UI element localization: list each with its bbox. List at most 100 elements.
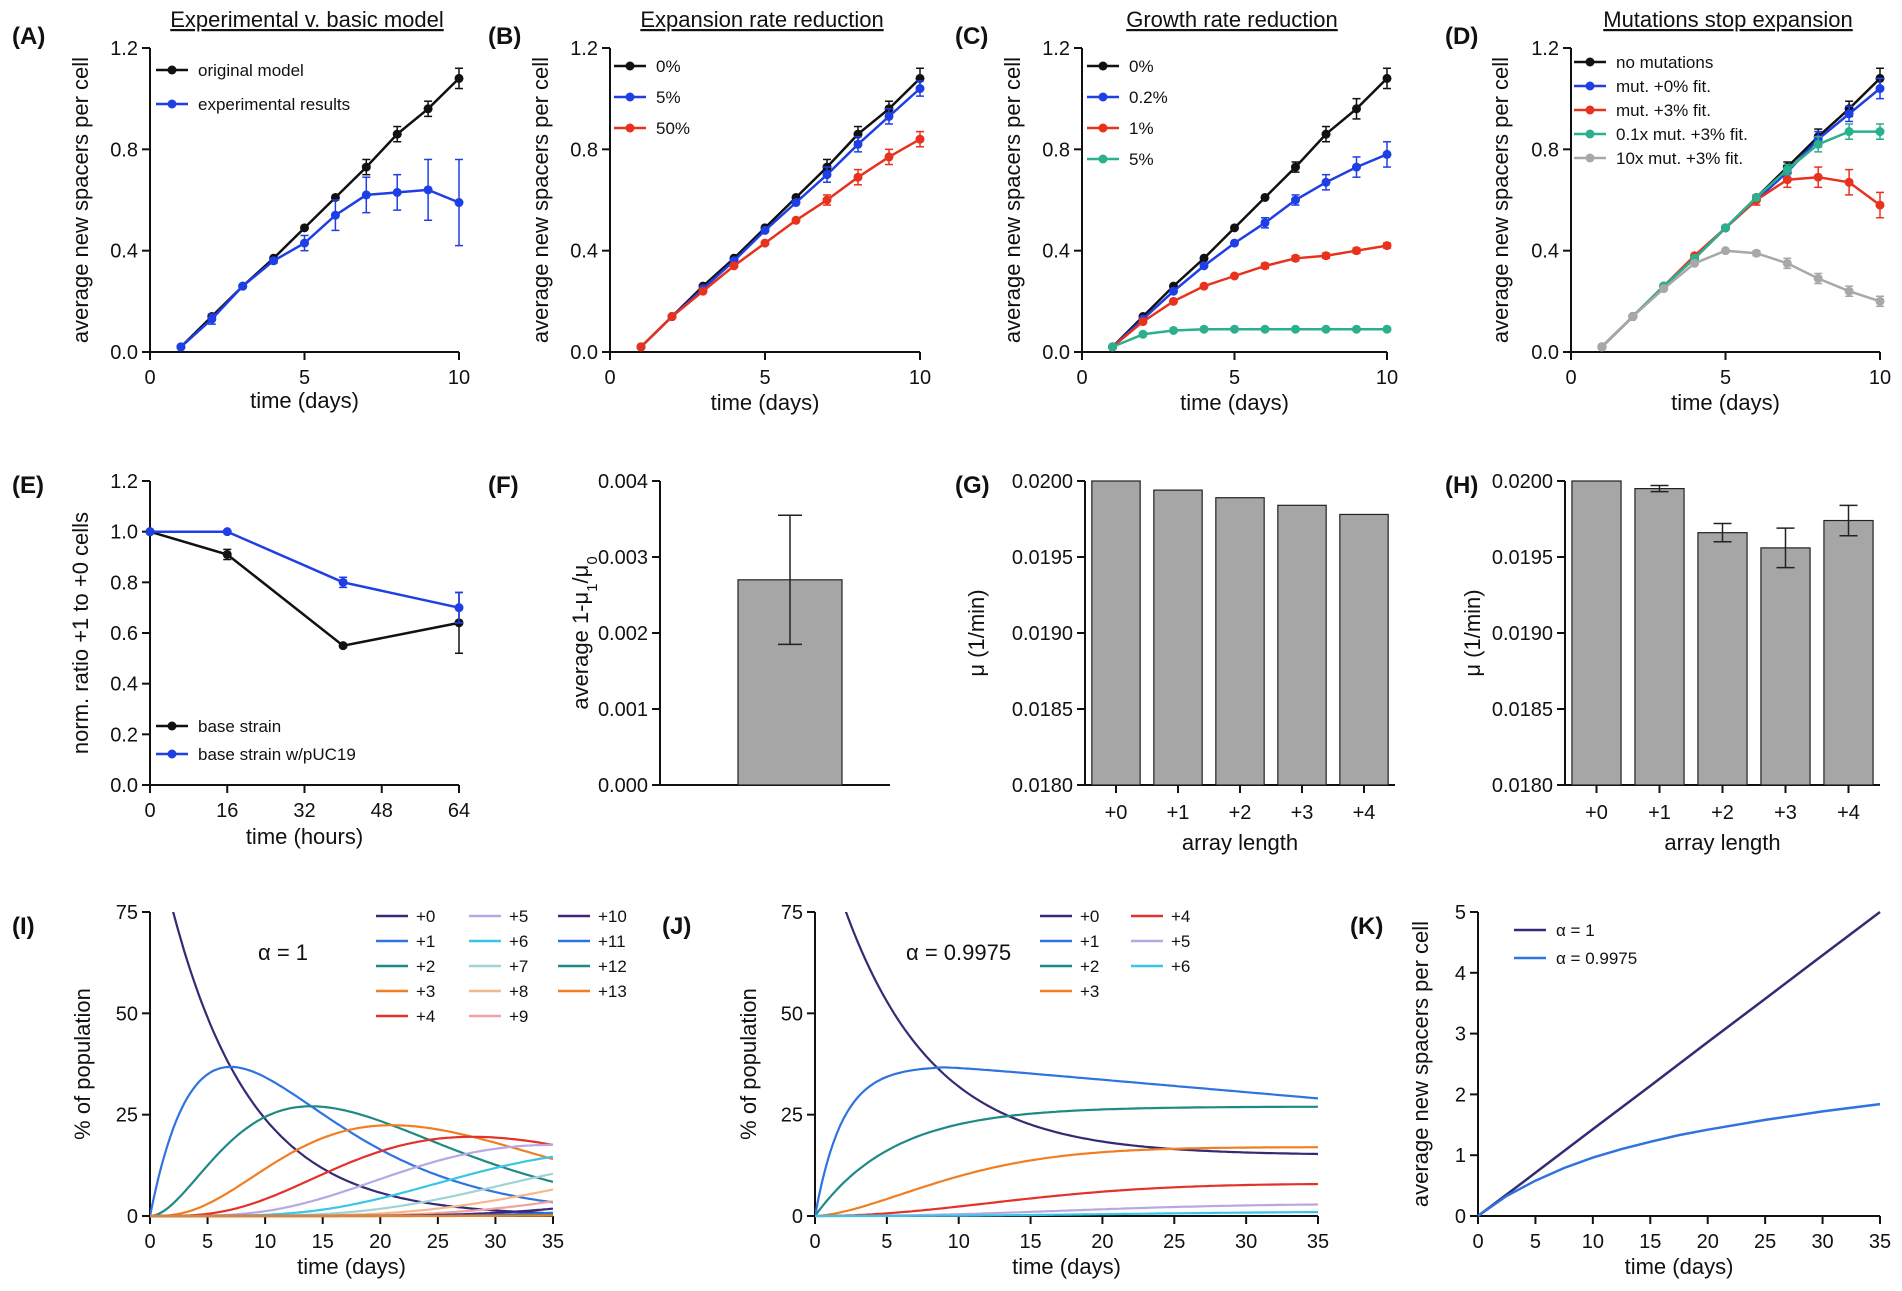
series-line bbox=[1111, 244, 1388, 348]
data-point bbox=[1260, 324, 1270, 334]
panel-label: (D) bbox=[1445, 23, 1478, 50]
y-tick-label: 0.8 bbox=[110, 572, 138, 594]
x-axis-label: time (days) bbox=[1012, 1254, 1121, 1279]
x-tick-label: 30 bbox=[1235, 1231, 1257, 1253]
y-tick-label: 0.4 bbox=[110, 241, 138, 263]
x-tick-label: 35 bbox=[1869, 1231, 1891, 1253]
x-tick-label: 0 bbox=[604, 367, 615, 389]
data-point bbox=[1260, 218, 1270, 228]
legend-marker bbox=[625, 123, 635, 133]
series-line bbox=[150, 1135, 553, 1218]
y-axis-label: μ (1/min) bbox=[1460, 589, 1485, 676]
panel-title: Mutations stop expansion bbox=[1603, 7, 1853, 32]
data-point bbox=[1260, 192, 1270, 202]
legend-entry: +10 bbox=[598, 907, 627, 926]
legend-marker bbox=[1585, 81, 1595, 91]
data-point bbox=[1230, 324, 1239, 334]
data-point bbox=[884, 111, 894, 121]
x-tick-label: +2 bbox=[1711, 802, 1734, 824]
y-tick-label: 0.4 bbox=[110, 674, 138, 696]
series-line bbox=[815, 1182, 1318, 1218]
x-tick-label: 30 bbox=[484, 1231, 506, 1253]
y-axis-label: % of population bbox=[70, 988, 95, 1140]
data-point bbox=[1230, 223, 1239, 233]
y-axis-label: average 1-μ1/μ0 bbox=[568, 556, 601, 709]
legend-entry: α = 0.9975 bbox=[1556, 949, 1637, 968]
y-tick-label: 1.2 bbox=[1042, 38, 1070, 60]
x-tick-label: 20 bbox=[369, 1231, 391, 1253]
y-axis-label: μ (1/min) bbox=[964, 589, 989, 676]
y-tick-label: 4 bbox=[1455, 963, 1466, 985]
legend-entry: 5% bbox=[1129, 150, 1154, 169]
y-axis-label-part: /μ bbox=[568, 565, 593, 584]
legend-entry: experimental results bbox=[198, 95, 350, 114]
data-point bbox=[330, 210, 340, 220]
x-tick-label: +0 bbox=[1105, 802, 1128, 824]
data-point bbox=[1199, 324, 1209, 334]
y-axis-label: average new spacers per cell bbox=[528, 57, 553, 343]
legend-entry: 0% bbox=[656, 57, 681, 76]
y-axis-label: average new spacers per cell bbox=[1408, 921, 1433, 1207]
data-point bbox=[1321, 177, 1331, 187]
legend-entry: 0.1x mut. +3% fit. bbox=[1616, 125, 1748, 144]
x-tick-label: +4 bbox=[1353, 802, 1376, 824]
x-tick-label: 5 bbox=[299, 367, 310, 389]
x-tick-label: 5 bbox=[1720, 367, 1731, 389]
x-tick-label: +3 bbox=[1774, 802, 1797, 824]
data-point bbox=[1321, 324, 1331, 334]
data-point bbox=[1291, 253, 1300, 263]
data-point bbox=[392, 129, 402, 139]
x-axis-label: array length bbox=[1664, 830, 1780, 855]
data-point bbox=[1199, 261, 1209, 271]
panel-H: 0.0180 0.0185 0.0190 0.0195 0.0200 (H) array l… bbox=[1445, 471, 1880, 855]
data-point bbox=[1782, 258, 1792, 268]
legend-entry: +5 bbox=[509, 907, 528, 926]
x-tick-label: 5 bbox=[1530, 1231, 1541, 1253]
x-tick-label: 48 bbox=[371, 800, 393, 822]
y-tick-label: 0.0 bbox=[1531, 342, 1559, 364]
data-point bbox=[1108, 342, 1117, 352]
data-point bbox=[822, 170, 832, 180]
data-point bbox=[145, 527, 155, 537]
data-point bbox=[1260, 261, 1270, 271]
legend-marker bbox=[1098, 123, 1108, 133]
bar bbox=[1277, 504, 1327, 786]
x-tick-label: 25 bbox=[1754, 1231, 1776, 1253]
y-tick-label: 0.0200 bbox=[1492, 471, 1553, 493]
y-axis-label-part: 0 bbox=[584, 556, 601, 564]
legend-entry: 5% bbox=[656, 88, 681, 107]
panel-D: 0.0 0.4 0.8 1.2 0 5 10 (D) Mutations stop expans… bbox=[1445, 7, 1891, 415]
x-tick-label: 0 bbox=[1565, 367, 1576, 389]
x-tick-label: 5 bbox=[759, 367, 770, 389]
data-point bbox=[915, 84, 925, 94]
data-point bbox=[1782, 175, 1792, 185]
y-tick-label: 0.0185 bbox=[1012, 699, 1073, 721]
y-tick-label: 0 bbox=[127, 1206, 138, 1228]
series-line bbox=[815, 1105, 1318, 1217]
y-tick-label: 0.002 bbox=[598, 623, 648, 645]
series-line bbox=[150, 1124, 553, 1218]
x-tick-label: 10 bbox=[254, 1231, 276, 1253]
bar bbox=[1571, 480, 1622, 786]
legend-marker bbox=[625, 92, 635, 102]
x-tick-label: 15 bbox=[1019, 1231, 1041, 1253]
legend-entry: +1 bbox=[416, 932, 435, 951]
x-tick-label: 10 bbox=[448, 367, 470, 389]
data-point bbox=[1352, 324, 1361, 334]
panel-K: 0 1 2 3 4 5 0 5 10 15 20 25 30 35 (K) time (days) averag… bbox=[1350, 902, 1891, 1279]
data-point bbox=[207, 314, 217, 324]
bar bbox=[1823, 519, 1874, 786]
panel-I: 0 25 50 75 0 5 10 15 20 25 30 35 (I) time (days) % of … bbox=[12, 902, 627, 1279]
legend-marker bbox=[1585, 105, 1595, 115]
legend-entry: +5 bbox=[1171, 932, 1190, 951]
legend-entry: +2 bbox=[1080, 957, 1099, 976]
legend-entry: +9 bbox=[509, 1007, 528, 1026]
x-tick-label: 35 bbox=[1307, 1231, 1329, 1253]
data-point bbox=[454, 603, 464, 613]
y-tick-label: 0.8 bbox=[1042, 139, 1070, 161]
y-tick-label: 1.2 bbox=[1531, 38, 1559, 60]
data-point bbox=[1751, 248, 1761, 258]
series-line bbox=[1477, 1102, 1881, 1218]
panel-label: (H) bbox=[1445, 472, 1478, 499]
y-tick-label: 0.0 bbox=[1042, 342, 1070, 364]
